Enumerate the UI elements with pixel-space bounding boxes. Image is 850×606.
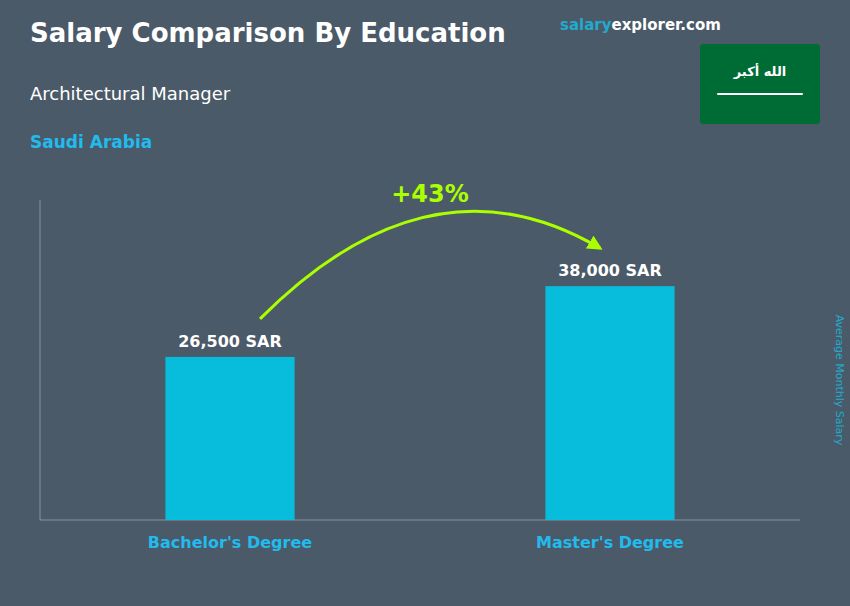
bar	[165, 357, 294, 520]
watermark: salaryexplorer.com	[560, 16, 721, 34]
category-label: Bachelor's Degree	[148, 533, 312, 552]
watermark-part: salary	[560, 16, 612, 34]
flag-sword	[718, 93, 802, 95]
watermark-part: explorer.com	[612, 16, 721, 34]
x-axis-line	[40, 520, 800, 521]
annotation: +43%	[391, 180, 469, 208]
chart: Salary Comparison By Education Architectu…	[0, 0, 850, 606]
flag-field	[700, 44, 820, 124]
y-axis-line	[40, 200, 41, 520]
title: Salary Comparison By Education	[30, 18, 506, 48]
data-label: 26,500 SAR	[178, 332, 282, 351]
category-label: Master's Degree	[536, 533, 684, 552]
background	[0, 0, 850, 606]
data-label: 38,000 SAR	[558, 261, 662, 280]
bar	[545, 286, 674, 520]
flag: الله أكبر	[700, 44, 820, 124]
country: Saudi Arabia	[30, 132, 152, 152]
subtitle: Architectural Manager	[30, 83, 231, 104]
axis-label: Average Monthly Salary	[833, 315, 846, 446]
change-arrow	[260, 211, 600, 319]
flag-text: الله أكبر	[733, 63, 786, 79]
marks	[165, 286, 674, 520]
